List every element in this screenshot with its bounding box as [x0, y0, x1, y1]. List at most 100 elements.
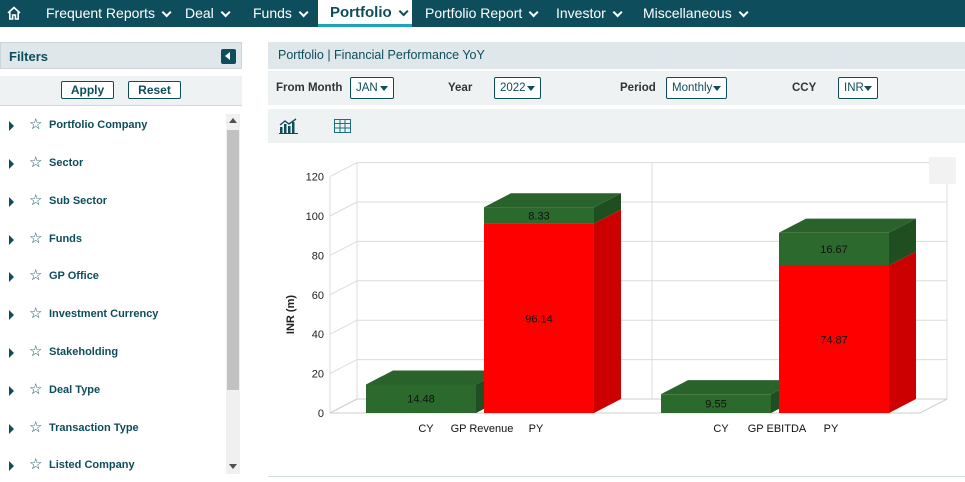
- bar-segment-top: [661, 380, 798, 395]
- home-icon[interactable]: [6, 5, 22, 21]
- star-icon[interactable]: ☆: [29, 419, 43, 436]
- filter-item-investment-currency[interactable]: ☆ Investment Currency: [0, 305, 226, 325]
- bar-segment: [779, 265, 889, 413]
- y-tick-label: 0: [318, 408, 324, 420]
- ccy-label: CCY: [792, 82, 817, 94]
- expand-icon[interactable]: [9, 461, 14, 471]
- chart-menu-button[interactable]: [929, 157, 956, 184]
- star-icon[interactable]: ☆: [29, 192, 43, 209]
- x-tick-label: PY: [529, 423, 544, 435]
- filter-label: Sector: [49, 157, 84, 169]
- caret-down-icon: [527, 86, 535, 91]
- expand-icon[interactable]: [9, 386, 14, 396]
- apply-button[interactable]: Apply: [61, 81, 114, 99]
- filter-item-listed-company[interactable]: ☆ Listed Company: [0, 456, 226, 476]
- table-view-icon[interactable]: [334, 119, 351, 133]
- bar-segment-top: [779, 218, 916, 233]
- from-month-select[interactable]: JAN: [350, 77, 394, 99]
- chevron-down-icon: [528, 7, 539, 18]
- bar-segment: [484, 207, 594, 224]
- data-label: 8.33: [528, 210, 549, 222]
- bar-segment: [661, 394, 771, 413]
- filter-actions: Apply Reset: [0, 76, 242, 106]
- bar-segment-top: [484, 193, 621, 208]
- gridline-depth: [329, 240, 358, 256]
- filter-label: Portfolio Company: [49, 119, 148, 131]
- filters-header: Filters: [0, 42, 242, 69]
- from-month-value: JAN: [356, 82, 378, 94]
- star-icon[interactable]: ☆: [29, 267, 43, 284]
- star-icon[interactable]: ☆: [29, 154, 43, 171]
- filter-label: GP Office: [49, 270, 99, 282]
- filter-item-portfolio-company[interactable]: ☆ Portfolio Company: [0, 116, 226, 136]
- expand-icon[interactable]: [9, 197, 14, 207]
- filter-scrollbar[interactable]: [226, 114, 240, 474]
- nav-portfolio-report[interactable]: Portfolio Report: [425, 0, 539, 27]
- year-select[interactable]: 2022: [494, 77, 541, 99]
- filters-sidebar: Filters Apply Reset ☆ Portfolio Company ☆…: [0, 42, 242, 481]
- period-value: Monthly: [672, 82, 713, 94]
- gridline-depth: [329, 359, 358, 375]
- year-label: Year: [448, 82, 473, 94]
- y-tick-label: 20: [312, 369, 324, 381]
- chart-area: 0 20 40 60 80 100 120 INR (m) 14.48 CY 96.14 8.33 PY…: [268, 143, 965, 477]
- nav-label: Funds: [253, 5, 292, 21]
- filter-item-sub-sector[interactable]: ☆ Sub Sector: [0, 192, 226, 212]
- expand-icon[interactable]: [9, 159, 14, 169]
- star-icon[interactable]: ☆: [29, 116, 43, 133]
- nav-deal[interactable]: Deal: [185, 0, 231, 27]
- filter-label: Sub Sector: [49, 195, 108, 207]
- expand-icon[interactable]: [9, 121, 14, 131]
- star-icon[interactable]: ☆: [29, 456, 43, 473]
- nav-miscellaneous[interactable]: Miscellaneous: [643, 0, 749, 27]
- from-month-label: From Month: [276, 82, 343, 94]
- y-tick-label: 120: [306, 172, 324, 184]
- filter-item-funds[interactable]: ☆ Funds: [0, 230, 226, 250]
- scrollbar-thumb[interactable]: [227, 130, 239, 390]
- filter-label: Deal Type: [49, 384, 101, 396]
- data-label: 74.87: [820, 334, 848, 346]
- collapse-left-icon[interactable]: [221, 49, 236, 64]
- gridline-depth: [329, 162, 358, 178]
- expand-icon[interactable]: [9, 348, 14, 358]
- star-icon[interactable]: ☆: [29, 230, 43, 247]
- filter-label: Stakeholding: [49, 346, 119, 358]
- bar-segment-side: [889, 251, 916, 413]
- filter-item-gp-office[interactable]: ☆ GP Office: [0, 267, 226, 287]
- bar-segment-top: [366, 370, 503, 385]
- bar-segment: [779, 232, 889, 266]
- star-icon[interactable]: ☆: [29, 305, 43, 322]
- reset-button[interactable]: Reset: [128, 81, 181, 99]
- chart-view-icon[interactable]: [279, 118, 298, 134]
- filter-item-transaction-type[interactable]: ☆ Transaction Type: [0, 419, 226, 439]
- expand-icon[interactable]: [9, 272, 14, 282]
- nav-frequent-reports[interactable]: Frequent Reports: [46, 0, 172, 27]
- nav-investor[interactable]: Investor: [556, 0, 623, 27]
- main-panel: Portfolio | Financial Performance YoY Fr…: [268, 42, 965, 481]
- chevron-down-icon: [161, 7, 172, 18]
- ccy-select[interactable]: INR: [838, 77, 878, 99]
- star-icon[interactable]: ☆: [29, 381, 43, 398]
- star-icon[interactable]: ☆: [29, 343, 43, 360]
- expand-icon[interactable]: [9, 424, 14, 434]
- year-value: 2022: [500, 82, 526, 94]
- nav-label: Investor: [556, 5, 606, 21]
- chevron-down-icon: [738, 7, 749, 18]
- data-label: 96.14: [525, 313, 553, 325]
- nav-portfolio[interactable]: Portfolio: [318, 0, 412, 27]
- expand-icon[interactable]: [9, 235, 14, 245]
- filter-item-stakeholding[interactable]: ☆ Stakeholding: [0, 343, 226, 363]
- filter-item-deal-type[interactable]: ☆ Deal Type: [0, 381, 226, 401]
- y-tick-label: 100: [306, 211, 324, 223]
- period-select[interactable]: Monthly: [666, 77, 727, 99]
- scroll-up-icon[interactable]: [229, 118, 237, 123]
- nav-funds[interactable]: Funds: [253, 0, 309, 27]
- scroll-down-icon[interactable]: [229, 464, 237, 469]
- nav-label: Miscellaneous: [643, 5, 732, 21]
- chevron-down-icon: [612, 7, 623, 18]
- expand-icon[interactable]: [9, 310, 14, 320]
- gridline-depth: [329, 201, 358, 217]
- x-tick-label: PY: [824, 423, 839, 435]
- filter-item-sector[interactable]: ☆ Sector: [0, 154, 226, 174]
- caret-down-icon: [713, 86, 721, 91]
